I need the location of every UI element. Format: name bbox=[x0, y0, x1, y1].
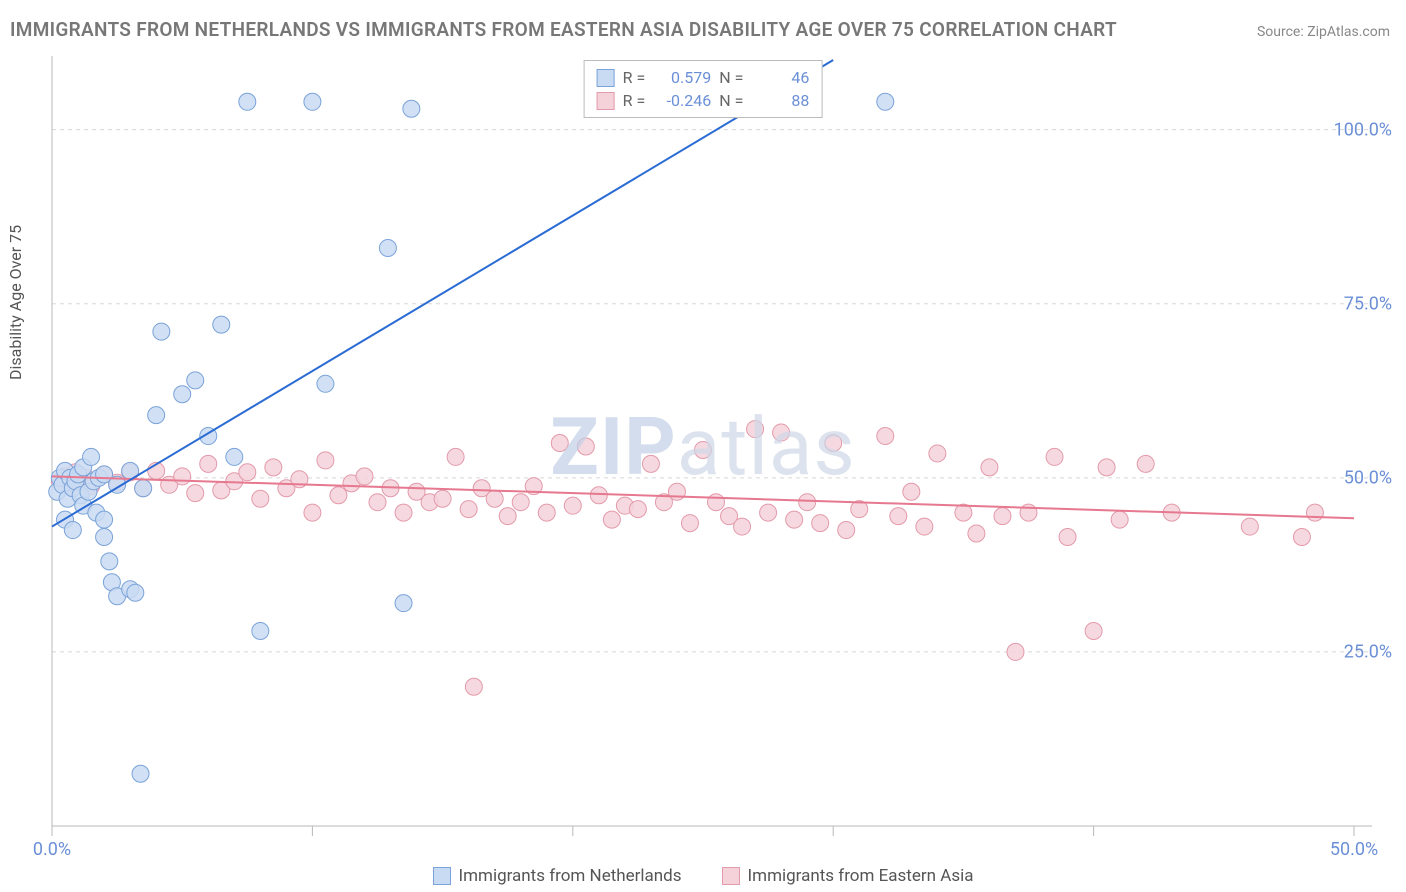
n-label: N = bbox=[719, 91, 743, 110]
swatch-easternasia-icon bbox=[597, 92, 615, 110]
y-tick-label: 75.0% bbox=[1344, 293, 1392, 314]
stats-legend: R = 0.579 N = 46 R = -0.246 N = 88 bbox=[584, 60, 823, 118]
swatch-netherlands-icon bbox=[433, 867, 451, 885]
y-tick-label: 50.0% bbox=[1344, 467, 1392, 488]
legend-label-easternasia: Immigrants from Eastern Asia bbox=[748, 866, 974, 886]
chart-svg bbox=[42, 56, 1380, 836]
x-tick-label: 50.0% bbox=[1330, 839, 1378, 860]
stats-row-netherlands: R = 0.579 N = 46 bbox=[597, 66, 810, 89]
swatch-easternasia-icon bbox=[722, 867, 740, 885]
stats-row-easternasia: R = -0.246 N = 88 bbox=[597, 89, 810, 112]
r-label: R = bbox=[623, 68, 646, 87]
y-axis-label: Disability Age Over 75 bbox=[6, 225, 25, 380]
r-label: R = bbox=[623, 91, 646, 110]
legend-item-netherlands: Immigrants from Netherlands bbox=[433, 866, 682, 886]
r-value-netherlands: 0.579 bbox=[653, 68, 711, 87]
swatch-netherlands-icon bbox=[597, 69, 615, 87]
n-value-easternasia: 88 bbox=[751, 91, 809, 110]
series-legend: Immigrants from Netherlands Immigrants f… bbox=[0, 866, 1406, 886]
y-tick-label: 100.0% bbox=[1334, 119, 1392, 140]
chart-title: IMMIGRANTS FROM NETHERLANDS VS IMMIGRANT… bbox=[10, 18, 1117, 41]
plot-area bbox=[42, 56, 1380, 836]
n-value-netherlands: 46 bbox=[751, 68, 809, 87]
legend-label-netherlands: Immigrants from Netherlands bbox=[459, 866, 682, 886]
y-tick-label: 25.0% bbox=[1344, 641, 1392, 662]
r-value-easternasia: -0.246 bbox=[653, 91, 711, 110]
source-label: Source: ZipAtlas.com bbox=[1257, 24, 1390, 40]
n-label: N = bbox=[719, 68, 743, 87]
x-tick-label: 0.0% bbox=[33, 839, 71, 860]
chart-container: IMMIGRANTS FROM NETHERLANDS VS IMMIGRANT… bbox=[0, 0, 1406, 892]
legend-item-easternasia: Immigrants from Eastern Asia bbox=[722, 866, 974, 886]
